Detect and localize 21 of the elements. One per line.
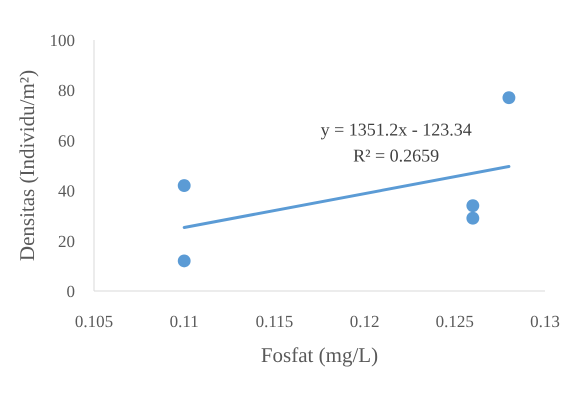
y-tick-label: 80 [58,81,75,100]
x-tick-label: 0.115 [256,312,294,331]
y-tick-label: 40 [58,182,75,201]
x-tick-label: 0.105 [74,312,114,331]
annotation: R² = 0.2659 [353,145,440,166]
y-tick-label: 20 [58,232,75,251]
y-axis-title: Densitas (Individu/m²) [15,70,39,262]
x-tick-label: 0.12 [350,312,380,331]
point [178,179,191,192]
x-tick-label: 0.11 [170,312,199,331]
point [466,212,480,225]
point [466,199,480,212]
y-tick-label: 100 [50,31,75,50]
y-tick-label: 0 [66,282,75,301]
y-tick-label: 60 [58,131,75,150]
annotation: y = 1351.2x - 123.34 [320,119,472,140]
point [502,91,516,104]
point [178,254,191,268]
x-tick-label: 0.13 [530,312,560,331]
x-tick-label: 0.125 [436,312,474,331]
x-axis-title: Fosfat (mg/L) [260,343,378,367]
